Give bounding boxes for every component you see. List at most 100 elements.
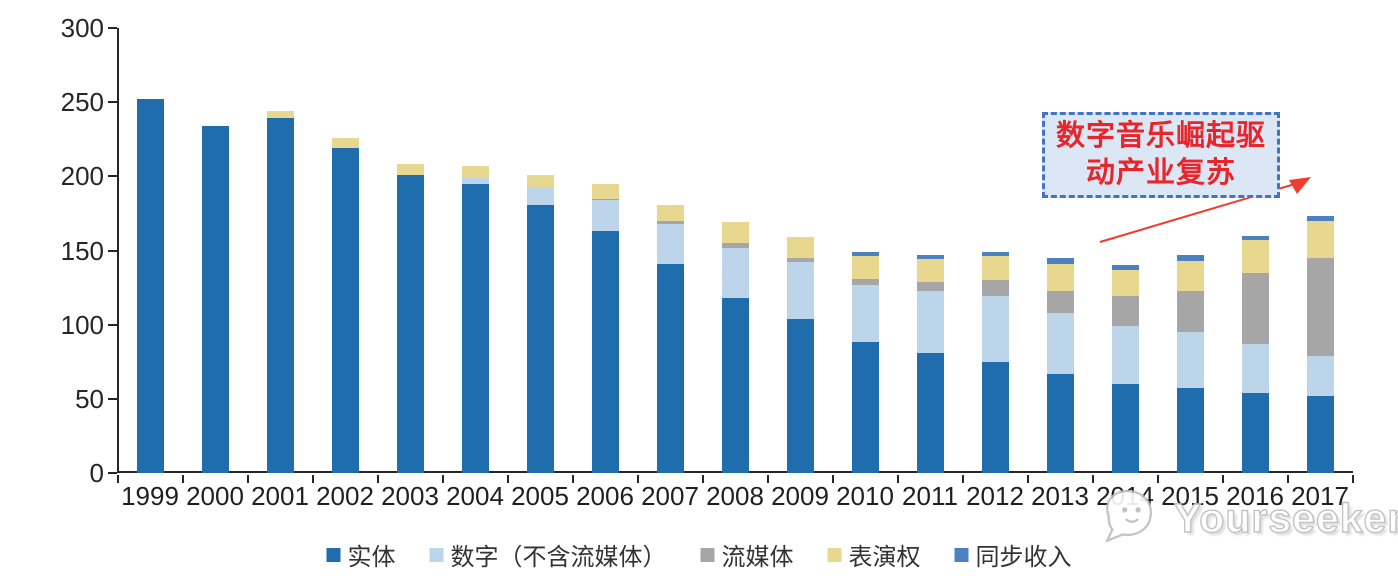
- bar-segment-2016-流媒体: [1241, 272, 1269, 344]
- y-tick-mark: [108, 101, 117, 104]
- bar-segment-2014-流媒体: [1111, 296, 1139, 327]
- x-tick-mark: [1286, 475, 1289, 483]
- x-tick-mark: [961, 475, 964, 483]
- bar-segment-2009-数字（不含流媒体）: [786, 262, 814, 319]
- watermark-text: Yourseeker: [1173, 494, 1398, 541]
- legend-swatch-icon: [700, 547, 715, 562]
- bar-segment-2013-数字（不含流媒体）: [1046, 312, 1074, 374]
- x-tick-label: 2004: [446, 481, 504, 511]
- bar-segment-2012-实体: [981, 361, 1009, 473]
- bar-segment-2008-表演权: [721, 222, 749, 244]
- bar-segment-2011-表演权: [916, 259, 944, 282]
- bar-segment-2003-实体: [396, 174, 424, 473]
- bar-segment-2012-同步收入: [981, 251, 1009, 257]
- bar-segment-2014-表演权: [1111, 269, 1139, 297]
- bar-segment-2005-实体: [526, 204, 554, 473]
- x-tick-label: 2000: [186, 481, 244, 511]
- legend-swatch-icon: [429, 547, 444, 562]
- y-tick-label: 50: [75, 383, 104, 414]
- y-tick-label: 200: [60, 161, 104, 192]
- bar-segment-2008-流媒体: [721, 243, 749, 248]
- legend-label: 同步收入: [975, 544, 1072, 571]
- x-tick-mark: [1221, 475, 1224, 483]
- bar-segment-2016-表演权: [1241, 240, 1269, 273]
- x-tick-mark: [441, 475, 444, 483]
- bar-segment-2006-数字（不含流媒体）: [591, 200, 619, 232]
- x-tick-mark: [376, 475, 379, 483]
- y-tick-label: 250: [60, 87, 104, 118]
- bar-segment-2009-流媒体: [786, 257, 814, 263]
- bar-segment-2007-表演权: [656, 204, 684, 221]
- legend-item: 同步收入: [954, 537, 1072, 572]
- x-tick-mark: [506, 475, 509, 483]
- y-tick-label: 100: [60, 309, 104, 340]
- bar-segment-2015-流媒体: [1176, 290, 1204, 333]
- bar-segment-2006-实体: [591, 231, 619, 473]
- bar-segment-2014-同步收入: [1111, 265, 1139, 270]
- bar-segment-2015-实体: [1176, 388, 1204, 473]
- bar-segment-2010-表演权: [851, 256, 879, 279]
- x-tick-mark: [116, 475, 119, 483]
- bar-segment-2008-数字（不含流媒体）: [721, 247, 749, 298]
- bar-segment-2014-数字（不含流媒体）: [1111, 326, 1139, 384]
- y-tick-mark: [108, 472, 117, 474]
- bar-segment-2001-实体: [266, 118, 294, 473]
- bar-segment-2015-同步收入: [1176, 254, 1204, 261]
- bar-segment-2016-数字（不含流媒体）: [1241, 343, 1269, 393]
- x-tick-label: 2017: [1291, 481, 1349, 511]
- y-tick-mark: [108, 249, 117, 252]
- legend-label: 表演权: [848, 544, 921, 571]
- x-tick-mark: [181, 475, 184, 483]
- legend-label: 流媒体: [721, 544, 794, 571]
- x-tick-mark: [701, 475, 704, 483]
- bar-segment-2001-表演权: [266, 111, 294, 119]
- x-tick-label: 2007: [641, 481, 699, 511]
- bar-segment-2017-实体: [1306, 395, 1334, 473]
- x-tick-label: 2015: [1161, 481, 1219, 511]
- x-tick-label: 2013: [1031, 481, 1089, 511]
- bar-segment-2016-同步收入: [1241, 235, 1269, 241]
- bar-segment-2017-数字（不含流媒体）: [1306, 355, 1334, 396]
- bar-segment-2010-同步收入: [851, 251, 879, 257]
- bar-segment-2003-表演权: [396, 164, 424, 175]
- bar-segment-2007-数字（不含流媒体）: [656, 223, 684, 264]
- watermark: Yourseeker: [1098, 486, 1398, 551]
- legend-item: 流媒体: [700, 537, 794, 572]
- bar-segment-2016-实体: [1241, 392, 1269, 473]
- x-tick-label: 2001: [251, 481, 309, 511]
- bar-segment-2010-数字（不含流媒体）: [851, 284, 879, 343]
- x-tick-label: 2009: [771, 481, 829, 511]
- chart-legend: 实体 数字（不含流媒体） 流媒体 表演权 同步收入: [326, 537, 1072, 572]
- bar-segment-2005-数字（不含流媒体）: [526, 186, 554, 205]
- x-tick-mark: [571, 475, 574, 483]
- y-tick-label: 0: [89, 458, 104, 488]
- bar-segment-2010-流媒体: [851, 278, 879, 285]
- bar-segment-2012-数字（不含流媒体）: [981, 296, 1009, 362]
- x-tick-label: 2010: [836, 481, 894, 511]
- x-tick-label: 2006: [576, 481, 634, 511]
- bar-segment-2009-实体: [786, 318, 814, 473]
- x-tick-label: 1999: [121, 481, 179, 511]
- bar-segment-2010-实体: [851, 342, 879, 473]
- bar-segment-2017-表演权: [1306, 220, 1334, 258]
- legend-item: 数字（不含流媒体）: [429, 537, 667, 572]
- y-tick-mark: [108, 175, 117, 178]
- bar-segment-2004-表演权: [461, 165, 489, 178]
- legend-label: 数字（不含流媒体）: [450, 544, 667, 571]
- bar-segment-2000-实体: [201, 125, 229, 473]
- bar-segment-2007-流媒体: [656, 220, 684, 224]
- x-tick-mark: [311, 475, 314, 483]
- y-tick-mark: [108, 27, 117, 29]
- x-tick-label: 2011: [902, 481, 958, 511]
- x-tick-mark: [246, 475, 249, 483]
- bar-segment-2015-数字（不含流媒体）: [1176, 332, 1204, 389]
- x-tick-label: 2005: [511, 481, 569, 511]
- bar-segment-2012-表演权: [981, 256, 1009, 281]
- x-tick-label: 2003: [381, 481, 439, 511]
- x-tick-mark: [896, 475, 899, 483]
- bar-segment-2004-数字（不含流媒体）: [461, 177, 489, 184]
- bar-segment-2011-数字（不含流媒体）: [916, 290, 944, 353]
- bar-segment-2002-表演权: [331, 137, 359, 149]
- bar-segment-2005-表演权: [526, 174, 554, 187]
